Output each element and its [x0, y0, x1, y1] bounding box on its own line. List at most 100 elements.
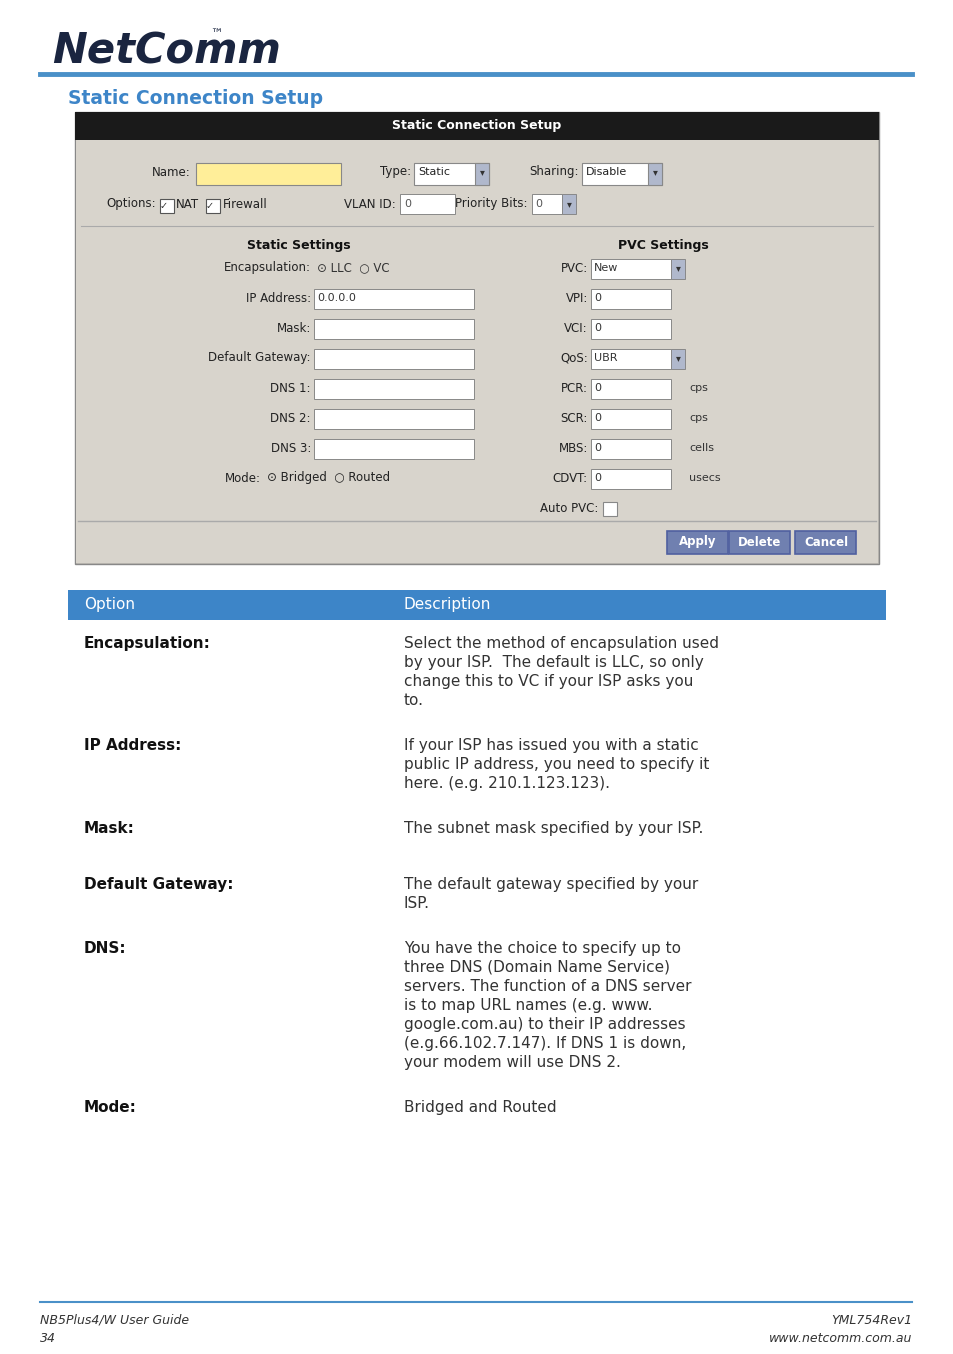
Bar	[75, 112, 878, 565]
Text: Bridged and Routed: Bridged and Routed	[403, 1099, 556, 1114]
Bar	[68, 590, 885, 620]
Bar	[590, 409, 670, 429]
Text: 34: 34	[40, 1331, 56, 1345]
Bar	[561, 194, 576, 214]
Bar	[602, 502, 617, 516]
Bar	[590, 439, 670, 459]
Text: Mode:: Mode:	[225, 471, 261, 485]
Text: Mask:: Mask:	[84, 821, 134, 835]
Bar	[314, 349, 474, 370]
Text: ™: ™	[210, 27, 222, 41]
Text: is to map URL names (e.g. www.: is to map URL names (e.g. www.	[403, 998, 652, 1013]
Text: ISP.: ISP.	[403, 896, 430, 911]
Text: cells: cells	[688, 443, 713, 454]
Text: IP Address:: IP Address:	[246, 291, 311, 305]
Text: NetComm: NetComm	[52, 31, 280, 73]
Text: (e.g.66.102.7.147). If DNS 1 is down,: (e.g.66.102.7.147). If DNS 1 is down,	[403, 1036, 685, 1051]
Text: PCR:: PCR:	[560, 382, 587, 394]
Text: Select the method of encapsulation used: Select the method of encapsulation used	[403, 636, 719, 651]
Text: www.netcomm.com.au: www.netcomm.com.au	[768, 1331, 911, 1345]
Bar	[590, 379, 670, 399]
Text: Option: Option	[84, 597, 135, 612]
Text: The default gateway specified by your: The default gateway specified by your	[403, 877, 698, 892]
Text: DNS 1:: DNS 1:	[271, 382, 311, 394]
Bar	[314, 439, 474, 459]
Text: Static Connection Setup: Static Connection Setup	[392, 119, 561, 133]
Bar	[475, 162, 489, 185]
Text: ⊙ Bridged  ○ Routed: ⊙ Bridged ○ Routed	[267, 471, 390, 485]
Text: Default Gateway:: Default Gateway:	[209, 352, 311, 364]
Text: Disable: Disable	[585, 167, 626, 177]
Text: by your ISP.  The default is LLC, so only: by your ISP. The default is LLC, so only	[403, 655, 703, 670]
Bar	[670, 349, 684, 370]
Text: MBS:: MBS:	[558, 441, 587, 455]
Text: your modem will use DNS 2.: your modem will use DNS 2.	[403, 1055, 620, 1070]
Bar	[670, 259, 684, 279]
Text: Type:: Type:	[379, 165, 411, 179]
Text: Mask:: Mask:	[276, 321, 311, 334]
Text: change this to VC if your ISP asks you: change this to VC if your ISP asks you	[403, 674, 693, 689]
Text: Firewall: Firewall	[223, 198, 268, 210]
Text: ✓: ✓	[206, 200, 213, 211]
Text: CDVT:: CDVT:	[553, 471, 587, 485]
Text: ▾: ▾	[566, 199, 571, 209]
Text: SCR:: SCR:	[560, 412, 587, 425]
Text: Auto PVC:: Auto PVC:	[539, 501, 598, 515]
Bar	[590, 288, 670, 309]
Text: PVC Settings: PVC Settings	[617, 240, 708, 252]
Bar	[532, 194, 561, 214]
Text: Encapsulation:: Encapsulation:	[84, 636, 211, 651]
Text: Encapsulation:: Encapsulation:	[224, 261, 311, 275]
Bar	[314, 320, 474, 338]
Text: 0.0.0.0: 0.0.0.0	[316, 292, 355, 303]
Text: public IP address, you need to specify it: public IP address, you need to specify i…	[403, 757, 709, 772]
Bar	[590, 259, 670, 279]
Text: DNS 3:: DNS 3:	[271, 441, 311, 455]
Text: 0: 0	[403, 199, 411, 209]
Text: New: New	[594, 263, 618, 274]
Text: three DNS (Domain Name Service): three DNS (Domain Name Service)	[403, 960, 669, 975]
Text: 0: 0	[594, 473, 600, 483]
Text: VLAN ID:: VLAN ID:	[344, 198, 395, 210]
Bar	[647, 162, 661, 185]
Text: 0: 0	[594, 413, 600, 422]
Text: 0: 0	[594, 383, 600, 393]
Bar	[195, 162, 340, 185]
Bar	[399, 194, 455, 214]
Bar	[314, 379, 474, 399]
Text: VCI:: VCI:	[564, 321, 587, 334]
Text: Description: Description	[403, 597, 491, 612]
Text: IP Address:: IP Address:	[84, 738, 181, 753]
Text: cps: cps	[688, 383, 707, 393]
Text: Apply: Apply	[679, 535, 716, 548]
Text: YML754Rev1: YML754Rev1	[830, 1313, 911, 1327]
Text: Default Gateway:: Default Gateway:	[84, 877, 233, 892]
Text: DNS 2:: DNS 2:	[271, 412, 311, 425]
Text: PVC:: PVC:	[560, 261, 587, 275]
Text: cps: cps	[688, 413, 707, 422]
Bar	[314, 288, 474, 309]
Text: Mode:: Mode:	[84, 1099, 136, 1114]
Bar	[314, 409, 474, 429]
Text: Options:: Options:	[107, 198, 156, 210]
Text: here. (e.g. 210.1.123.123).: here. (e.g. 210.1.123.123).	[403, 776, 609, 791]
Text: VPI:: VPI:	[565, 291, 587, 305]
Text: 0: 0	[594, 292, 600, 303]
Text: QoS:: QoS:	[559, 352, 587, 364]
FancyBboxPatch shape	[795, 531, 856, 554]
Text: UBR: UBR	[594, 353, 617, 363]
FancyBboxPatch shape	[729, 531, 790, 554]
Text: ✓: ✓	[160, 200, 168, 211]
Text: 0: 0	[594, 443, 600, 454]
Text: You have the choice to specify up to: You have the choice to specify up to	[403, 941, 680, 956]
Text: If your ISP has issued you with a static: If your ISP has issued you with a static	[403, 738, 698, 753]
Text: google.com.au) to their IP addresses: google.com.au) to their IP addresses	[403, 1017, 685, 1032]
Text: usecs: usecs	[688, 473, 720, 483]
Text: to.: to.	[403, 693, 423, 708]
Text: NB5Plus4/W User Guide: NB5Plus4/W User Guide	[40, 1313, 189, 1327]
Text: Name:: Name:	[152, 165, 191, 179]
Text: Static: Static	[417, 167, 450, 177]
Text: Priority Bits:: Priority Bits:	[455, 198, 527, 210]
Bar	[590, 468, 670, 489]
Text: The subnet mask specified by your ISP.: The subnet mask specified by your ISP.	[403, 821, 702, 835]
